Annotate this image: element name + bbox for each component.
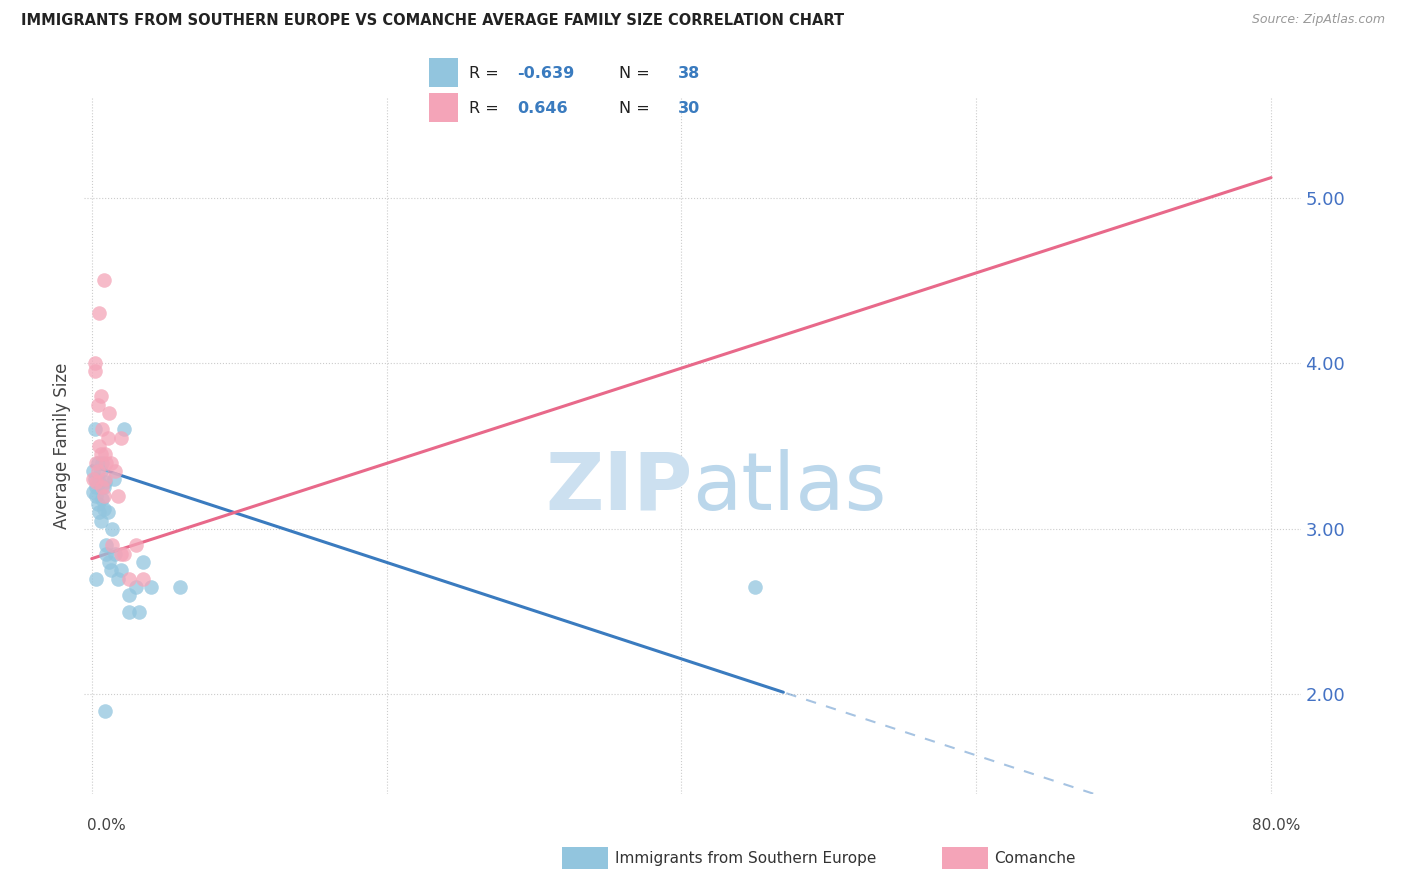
Point [87, 439, 110, 453]
Text: Source: ZipAtlas.com: Source: ZipAtlas.com [1251, 13, 1385, 27]
Point [98, 555, 121, 569]
Point [117, 588, 139, 602]
Point [744, 580, 766, 594]
Text: 0.0%: 0.0% [87, 818, 127, 832]
Point [104, 547, 127, 561]
Point [91, 491, 114, 506]
Y-axis label: Average Family Size: Average Family Size [53, 363, 72, 529]
Point [94, 475, 117, 490]
Point [132, 572, 155, 586]
Point [101, 538, 124, 552]
Point [107, 572, 129, 586]
Point [84, 456, 107, 470]
Point [128, 605, 150, 619]
Point [101, 522, 124, 536]
Point [103, 472, 125, 486]
Text: Comanche: Comanche [994, 851, 1076, 865]
Point [91, 456, 114, 470]
Text: atlas: atlas [693, 449, 887, 527]
Bar [429, 93, 458, 122]
Point [97, 505, 120, 519]
Point [82, 472, 104, 486]
Point [87, 475, 110, 490]
Point [96, 538, 118, 552]
Point [83, 356, 105, 370]
Text: 30: 30 [678, 101, 700, 116]
Point [84, 480, 107, 494]
Point [90, 389, 112, 403]
Point [87, 505, 110, 519]
Point [96, 547, 118, 561]
Point [117, 572, 139, 586]
Point [87, 306, 110, 320]
Point [169, 580, 191, 594]
Text: R =: R = [470, 66, 505, 81]
Point [86, 464, 108, 478]
Text: ZIP: ZIP [546, 449, 693, 527]
Point [82, 485, 104, 500]
Point [93, 273, 115, 287]
Point [110, 563, 132, 577]
Point [82, 464, 104, 478]
Point [90, 514, 112, 528]
Point [94, 447, 117, 461]
Point [84, 475, 107, 490]
Bar [429, 58, 458, 87]
Text: N =: N = [619, 101, 655, 116]
Point [96, 456, 118, 470]
Text: IMMIGRANTS FROM SOUTHERN EUROPE VS COMANCHE AVERAGE FAMILY SIZE CORRELATION CHAR: IMMIGRANTS FROM SOUTHERN EUROPE VS COMAN… [21, 13, 844, 29]
Point [83, 422, 105, 436]
Point [100, 563, 122, 577]
Text: -0.639: -0.639 [517, 66, 574, 81]
Text: R =: R = [470, 101, 509, 116]
Point [104, 464, 127, 478]
Text: 80.0%: 80.0% [1253, 818, 1301, 832]
Point [110, 547, 132, 561]
Point [93, 489, 115, 503]
Point [90, 464, 112, 478]
Point [83, 472, 105, 486]
Point [86, 398, 108, 412]
Text: 0.646: 0.646 [517, 101, 568, 116]
Point [112, 422, 135, 436]
Point [107, 489, 129, 503]
Point [91, 480, 114, 494]
Point [86, 497, 108, 511]
Point [139, 580, 162, 594]
Point [125, 538, 148, 552]
Text: 38: 38 [678, 66, 700, 81]
Point [97, 431, 120, 445]
Point [91, 422, 114, 436]
Point [84, 489, 107, 503]
Point [94, 472, 117, 486]
Point [125, 580, 148, 594]
Point [83, 364, 105, 378]
Point [117, 605, 139, 619]
Point [132, 555, 155, 569]
Point [86, 456, 108, 470]
Point [94, 704, 117, 718]
Point [112, 547, 135, 561]
Point [93, 502, 115, 516]
Point [93, 480, 115, 494]
Point [100, 456, 122, 470]
Text: Immigrants from Southern Europe: Immigrants from Southern Europe [614, 851, 876, 865]
Point [98, 406, 121, 420]
Point [110, 431, 132, 445]
Point [84, 572, 107, 586]
Point [90, 447, 112, 461]
Text: N =: N = [619, 66, 655, 81]
